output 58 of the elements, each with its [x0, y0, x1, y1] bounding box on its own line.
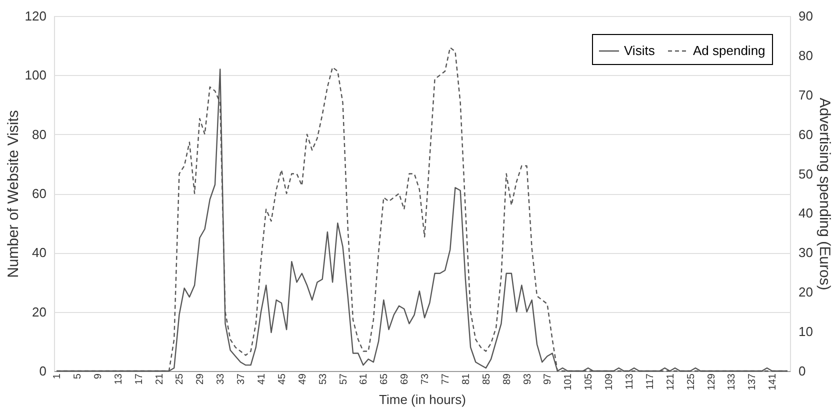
x-tick-label: 13 [113, 373, 124, 385]
x-tick-label: 29 [195, 373, 206, 385]
x-tick-label: 117 [644, 373, 656, 390]
x-tick-label: 81 [460, 373, 472, 385]
legend-label: Ad spending [693, 43, 766, 58]
y-tick-label: 100 [24, 68, 46, 83]
y2-tick-label: 70 [798, 87, 813, 102]
y2-tick-label: 50 [798, 166, 813, 182]
x-tick-label: 129 [706, 373, 718, 390]
y-axis-title: Number of Website Visits [4, 110, 22, 278]
x-tick-label: 69 [400, 373, 411, 385]
x-tick-label: 1 [52, 373, 64, 380]
y2-axis-title: Advertising spending (Euros) [816, 98, 833, 290]
x-tick-label: 141 [768, 373, 779, 390]
x-tick-label: 25 [174, 373, 186, 385]
x-tick-label: 105 [584, 373, 595, 390]
x-tick-label: 89 [502, 373, 513, 385]
y2-tick-label: 60 [798, 126, 813, 142]
x-tick-label: 33 [216, 373, 227, 385]
x-axis-title: Time (in hours) [379, 392, 466, 408]
x-tick-label: 17 [134, 373, 145, 385]
y-tick-label: 40 [32, 245, 46, 260]
x-tick-label: 125 [686, 373, 697, 390]
x-tick-label: 121 [665, 373, 676, 390]
x-tick-label: 65 [379, 373, 390, 385]
y-tick-label: 0 [39, 364, 46, 378]
x-tick-label: 101 [563, 373, 574, 390]
y2-tick-label: 10 [798, 324, 813, 340]
legend-label: Visits [624, 43, 656, 58]
x-tick-label: 49 [297, 373, 308, 385]
x-tick-label: 97 [542, 373, 554, 385]
x-tick-label: 9 [92, 373, 104, 380]
x-tick-label: 41 [256, 373, 268, 385]
x-tick-label: 73 [420, 373, 432, 385]
x-tick-label: 133 [726, 373, 738, 390]
y-tick-label: 80 [32, 126, 46, 142]
x-tick-label: 109 [604, 373, 616, 390]
y2-tick-label: 90 [798, 8, 813, 24]
y2-tick-label: 40 [798, 206, 813, 221]
y-tick-label: 120 [24, 8, 46, 24]
x-tick-label: 5 [72, 373, 84, 380]
x-tick-label: 57 [338, 373, 350, 385]
y-tick-label: 60 [32, 186, 46, 201]
x-tick-label: 77 [440, 373, 452, 385]
x-tick-label: 85 [481, 373, 492, 385]
x-tick-label: 53 [318, 373, 329, 385]
x-tick-label: 93 [522, 373, 534, 385]
y2-tick-label: 0 [798, 364, 806, 378]
y2-tick-label: 30 [798, 245, 813, 260]
x-tick-label: 113 [624, 373, 636, 390]
y-tick-label: 20 [32, 304, 46, 320]
y2-tick-label: 80 [798, 48, 813, 63]
x-tick-label: 61 [358, 373, 370, 385]
x-tick-label: 45 [276, 373, 288, 385]
x-tick-label: 137 [747, 373, 758, 390]
x-tick-label: 37 [236, 373, 248, 385]
y2-tick-label: 20 [798, 284, 813, 300]
x-tick-label: 21 [154, 373, 166, 385]
